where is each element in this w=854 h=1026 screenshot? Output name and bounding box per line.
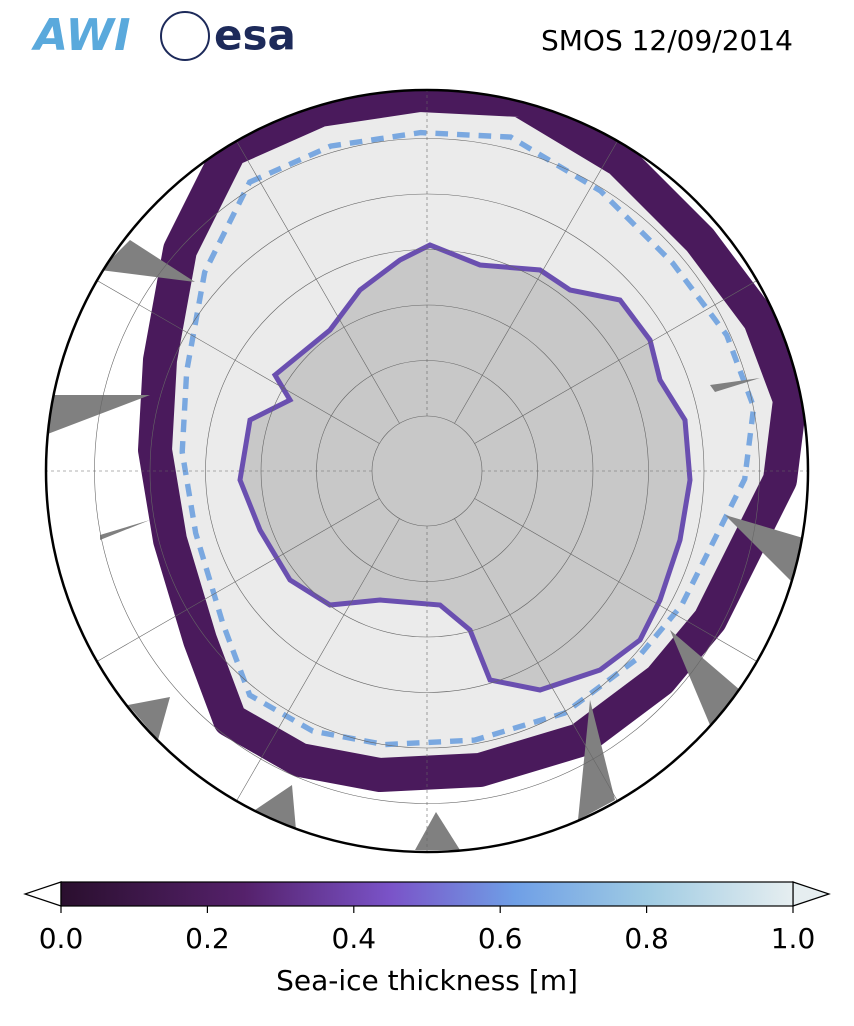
colorbar-label: Sea-ice thickness [m] bbox=[276, 964, 578, 997]
meridian bbox=[231, 133, 400, 424]
meridian bbox=[474, 275, 765, 444]
colorbar-tick-label: 0.0 bbox=[39, 922, 84, 955]
meridian bbox=[231, 518, 400, 809]
meridian bbox=[454, 133, 623, 424]
colorbar bbox=[23, 881, 831, 913]
meridian bbox=[89, 275, 380, 444]
colorbar-tick-label: 1.0 bbox=[771, 922, 816, 955]
colorbar-gradient bbox=[60, 881, 794, 907]
logo-esa-globe bbox=[160, 11, 210, 61]
logo-awi: AWI bbox=[31, 10, 131, 61]
colorbar-tick-label: 0.4 bbox=[332, 922, 377, 955]
logo-esa: esa bbox=[214, 11, 296, 60]
colorbar-tick-label: 0.8 bbox=[624, 922, 669, 955]
colorbar-tick-label: 0.2 bbox=[185, 922, 230, 955]
map-frame bbox=[44, 88, 810, 854]
sea-ice-band bbox=[179, 129, 757, 748]
missing-data bbox=[46, 240, 808, 850]
colorbar-tick-label: 0.6 bbox=[478, 922, 523, 955]
meridian bbox=[474, 498, 765, 667]
graticule bbox=[46, 90, 808, 852]
antarctica bbox=[237, 242, 693, 693]
latitude-circle bbox=[205, 249, 649, 693]
map-title: SMOS 12/09/2014 bbox=[541, 24, 793, 57]
meridian bbox=[89, 498, 380, 667]
map bbox=[46, 90, 808, 852]
meridian bbox=[454, 518, 623, 809]
